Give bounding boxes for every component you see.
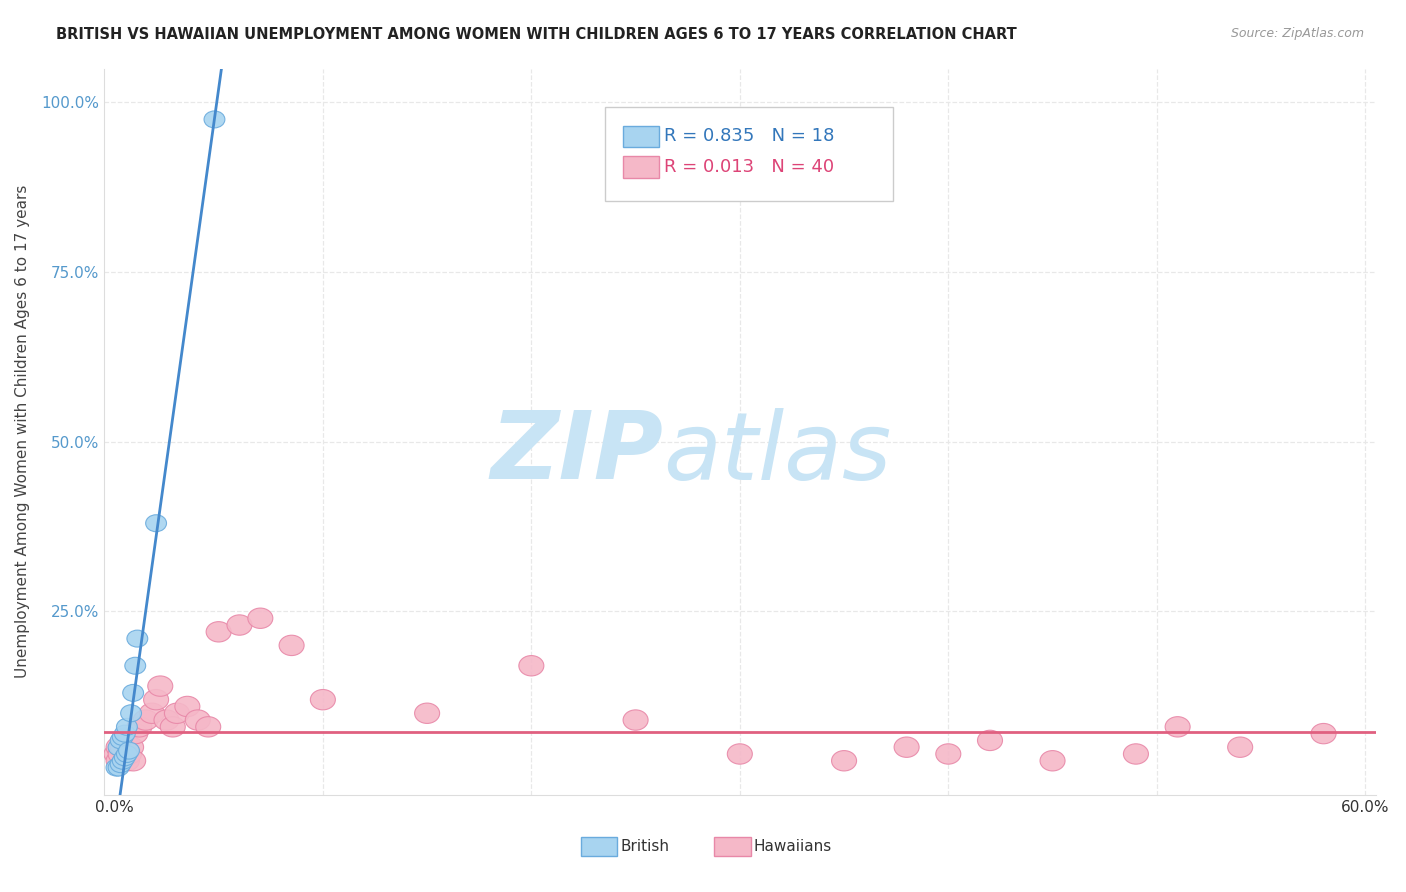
Ellipse shape — [139, 703, 165, 723]
Ellipse shape — [204, 111, 225, 128]
Ellipse shape — [118, 742, 139, 759]
Ellipse shape — [127, 630, 148, 647]
Ellipse shape — [894, 737, 920, 757]
Ellipse shape — [114, 749, 135, 766]
Text: BRITISH VS HAWAIIAN UNEMPLOYMENT AMONG WOMEN WITH CHILDREN AGES 6 TO 17 YEARS CO: BRITISH VS HAWAIIAN UNEMPLOYMENT AMONG W… — [56, 27, 1017, 42]
Ellipse shape — [207, 622, 231, 642]
Ellipse shape — [114, 725, 135, 742]
Ellipse shape — [155, 710, 179, 731]
Ellipse shape — [121, 750, 146, 771]
Ellipse shape — [117, 746, 138, 763]
Ellipse shape — [110, 732, 131, 749]
Ellipse shape — [117, 718, 138, 735]
Ellipse shape — [114, 750, 139, 771]
Text: R = 0.835   N = 18: R = 0.835 N = 18 — [664, 128, 834, 145]
Ellipse shape — [195, 716, 221, 737]
Ellipse shape — [105, 737, 131, 757]
Ellipse shape — [110, 756, 131, 772]
Ellipse shape — [104, 744, 129, 764]
Ellipse shape — [1227, 737, 1253, 757]
Ellipse shape — [125, 657, 146, 674]
Ellipse shape — [105, 750, 131, 771]
Ellipse shape — [186, 710, 211, 731]
Ellipse shape — [108, 744, 134, 764]
Ellipse shape — [623, 710, 648, 731]
Text: ZIP: ZIP — [491, 408, 664, 500]
Ellipse shape — [108, 739, 129, 756]
Ellipse shape — [247, 608, 273, 629]
Ellipse shape — [936, 744, 960, 764]
Ellipse shape — [415, 703, 440, 723]
Text: atlas: atlas — [664, 408, 891, 499]
Ellipse shape — [148, 676, 173, 697]
Y-axis label: Unemployment Among Women with Children Ages 6 to 17 years: Unemployment Among Women with Children A… — [15, 185, 30, 678]
Ellipse shape — [121, 705, 142, 722]
Ellipse shape — [280, 635, 304, 656]
Ellipse shape — [112, 729, 134, 746]
Ellipse shape — [1310, 723, 1336, 744]
Ellipse shape — [117, 744, 142, 764]
Text: British: British — [620, 839, 669, 854]
Ellipse shape — [226, 615, 252, 635]
Ellipse shape — [118, 737, 143, 757]
Ellipse shape — [519, 656, 544, 676]
Ellipse shape — [108, 759, 129, 776]
Ellipse shape — [1040, 750, 1066, 771]
Ellipse shape — [831, 750, 856, 771]
Text: Source: ZipAtlas.com: Source: ZipAtlas.com — [1230, 27, 1364, 40]
Ellipse shape — [127, 716, 152, 737]
Ellipse shape — [1166, 716, 1189, 737]
Ellipse shape — [977, 731, 1002, 750]
Ellipse shape — [143, 690, 169, 710]
Text: R = 0.013   N = 40: R = 0.013 N = 40 — [664, 158, 834, 176]
Ellipse shape — [122, 723, 148, 744]
Ellipse shape — [174, 697, 200, 716]
Ellipse shape — [1123, 744, 1149, 764]
Ellipse shape — [165, 703, 190, 723]
Ellipse shape — [110, 737, 135, 757]
Ellipse shape — [146, 515, 166, 532]
Ellipse shape — [311, 690, 336, 710]
Ellipse shape — [727, 744, 752, 764]
Ellipse shape — [105, 759, 127, 776]
Ellipse shape — [112, 752, 134, 769]
Ellipse shape — [160, 716, 186, 737]
Ellipse shape — [112, 731, 138, 750]
Text: Hawaiians: Hawaiians — [754, 839, 832, 854]
Ellipse shape — [134, 710, 159, 731]
Ellipse shape — [122, 684, 143, 701]
